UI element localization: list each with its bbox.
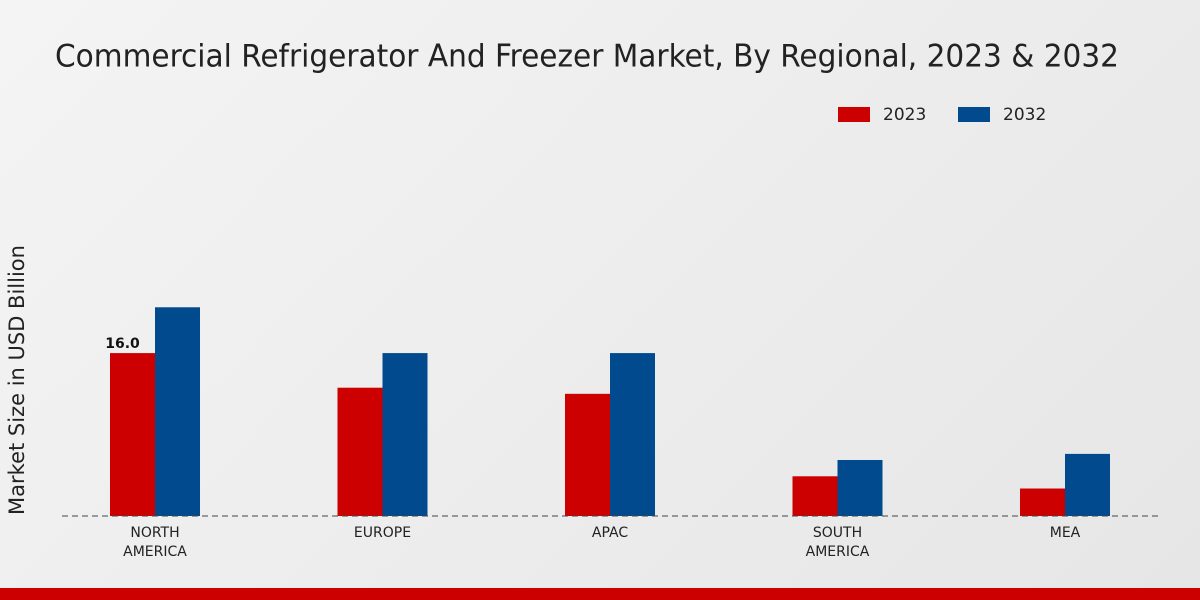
bar	[1020, 488, 1065, 516]
x-tick-label: MEA	[1049, 525, 1081, 541]
bar	[110, 353, 155, 516]
bar	[382, 353, 428, 516]
y-axis-label: Market Size in USD Billion	[5, 245, 29, 515]
legend-swatch	[838, 107, 870, 122]
x-tick-label: NORTH AMERICA	[123, 525, 187, 560]
legend-swatch	[958, 107, 990, 122]
x-tick-label: SOUTH AMERICA	[805, 525, 870, 560]
bar	[792, 476, 838, 516]
legend-label: 2032	[1003, 105, 1046, 125]
legend-label: 2023	[883, 105, 926, 125]
footer-bar	[0, 588, 1200, 600]
chart-title: Commercial Refrigerator And Freezer Mark…	[55, 39, 1119, 75]
x-tick-label: EUROPE	[353, 525, 412, 541]
bar	[837, 460, 883, 516]
bar	[565, 393, 610, 516]
bar	[610, 353, 655, 516]
x-tick-label: APAC	[591, 525, 629, 541]
bar	[1065, 453, 1110, 516]
bar	[337, 387, 383, 516]
data-label: 16.0	[105, 336, 140, 352]
bar	[155, 307, 200, 516]
